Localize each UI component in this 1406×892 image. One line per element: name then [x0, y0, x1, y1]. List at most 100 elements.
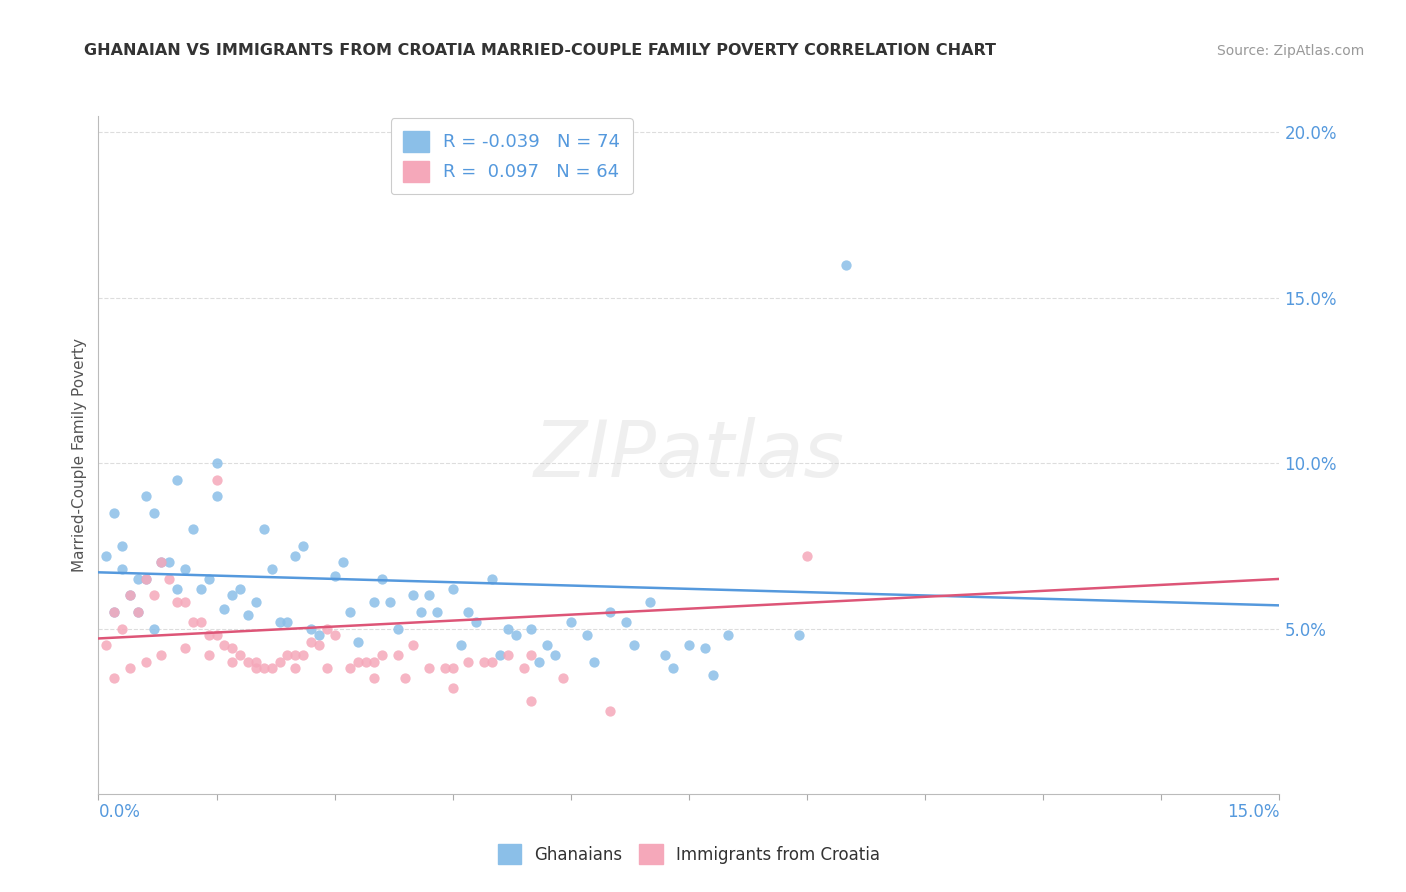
Point: [332, 555, 354, 569]
Point: [103, 671, 125, 685]
Point: [197, 628, 219, 642]
Text: 0.0%: 0.0%: [98, 803, 141, 821]
Point: [599, 605, 621, 619]
Point: [135, 489, 157, 503]
Point: [481, 572, 503, 586]
Point: [441, 681, 464, 695]
Point: [166, 473, 188, 487]
Point: [276, 615, 298, 629]
Point: [450, 638, 472, 652]
Point: [702, 668, 724, 682]
Point: [308, 628, 330, 642]
Point: [111, 562, 134, 576]
Point: [472, 655, 495, 669]
Point: [638, 595, 661, 609]
Text: GHANAIAN VS IMMIGRANTS FROM CROATIA MARRIED-COUPLE FAMILY POVERTY CORRELATION CH: GHANAIAN VS IMMIGRANTS FROM CROATIA MARR…: [84, 43, 997, 58]
Point: [111, 539, 134, 553]
Point: [245, 655, 267, 669]
Point: [190, 615, 212, 629]
Point: [269, 655, 291, 669]
Point: [190, 582, 212, 596]
Legend: R = -0.039   N = 74, R =  0.097   N = 64: R = -0.039 N = 74, R = 0.097 N = 64: [391, 119, 633, 194]
Point: [678, 638, 700, 652]
Point: [229, 648, 252, 662]
Point: [205, 489, 228, 503]
Point: [174, 562, 197, 576]
Point: [118, 661, 141, 675]
Point: [654, 648, 676, 662]
Point: [583, 655, 606, 669]
Point: [96, 549, 118, 563]
Point: [371, 648, 394, 662]
Point: [142, 589, 165, 603]
Point: [103, 506, 125, 520]
Point: [96, 638, 118, 652]
Point: [363, 595, 385, 609]
Point: [197, 648, 219, 662]
Point: [166, 582, 188, 596]
Point: [387, 648, 409, 662]
Point: [520, 648, 543, 662]
Point: [551, 671, 574, 685]
Point: [575, 628, 598, 642]
Point: [599, 704, 621, 718]
Legend: Ghanaians, Immigrants from Croatia: Ghanaians, Immigrants from Croatia: [491, 838, 887, 871]
Point: [118, 589, 141, 603]
Point: [292, 648, 315, 662]
Point: [197, 572, 219, 586]
Point: [315, 661, 337, 675]
Point: [181, 615, 204, 629]
Point: [253, 661, 276, 675]
Point: [103, 605, 125, 619]
Point: [127, 605, 149, 619]
Point: [339, 661, 361, 675]
Point: [623, 638, 645, 652]
Point: [489, 648, 512, 662]
Point: [496, 648, 519, 662]
Point: [315, 622, 337, 636]
Point: [796, 549, 818, 563]
Point: [347, 655, 370, 669]
Point: [323, 568, 346, 582]
Point: [418, 589, 440, 603]
Point: [441, 582, 464, 596]
Point: [127, 572, 149, 586]
Text: 15.0%: 15.0%: [1227, 803, 1279, 821]
Y-axis label: Married-Couple Family Poverty: Married-Couple Family Poverty: [72, 338, 87, 572]
Point: [717, 628, 740, 642]
Point: [181, 522, 204, 536]
Point: [354, 655, 377, 669]
Point: [229, 582, 252, 596]
Point: [150, 648, 173, 662]
Point: [260, 562, 283, 576]
Point: [174, 641, 197, 656]
Point: [284, 549, 307, 563]
Point: [135, 655, 157, 669]
Point: [481, 655, 503, 669]
Point: [418, 661, 440, 675]
Point: [214, 601, 236, 615]
Point: [402, 589, 425, 603]
Point: [205, 473, 228, 487]
Point: [205, 456, 228, 470]
Point: [465, 615, 488, 629]
Point: [505, 628, 527, 642]
Point: [426, 605, 449, 619]
Point: [236, 608, 259, 623]
Point: [214, 638, 236, 652]
Point: [174, 595, 197, 609]
Point: [457, 655, 479, 669]
Point: [529, 655, 551, 669]
Point: [496, 622, 519, 636]
Point: [245, 595, 267, 609]
Point: [378, 595, 401, 609]
Point: [157, 555, 180, 569]
Point: [269, 615, 291, 629]
Point: [457, 605, 479, 619]
Point: [441, 661, 464, 675]
Point: [433, 661, 456, 675]
Point: [411, 605, 433, 619]
Text: ZIPatlas: ZIPatlas: [533, 417, 845, 493]
Point: [560, 615, 582, 629]
Point: [221, 641, 243, 656]
